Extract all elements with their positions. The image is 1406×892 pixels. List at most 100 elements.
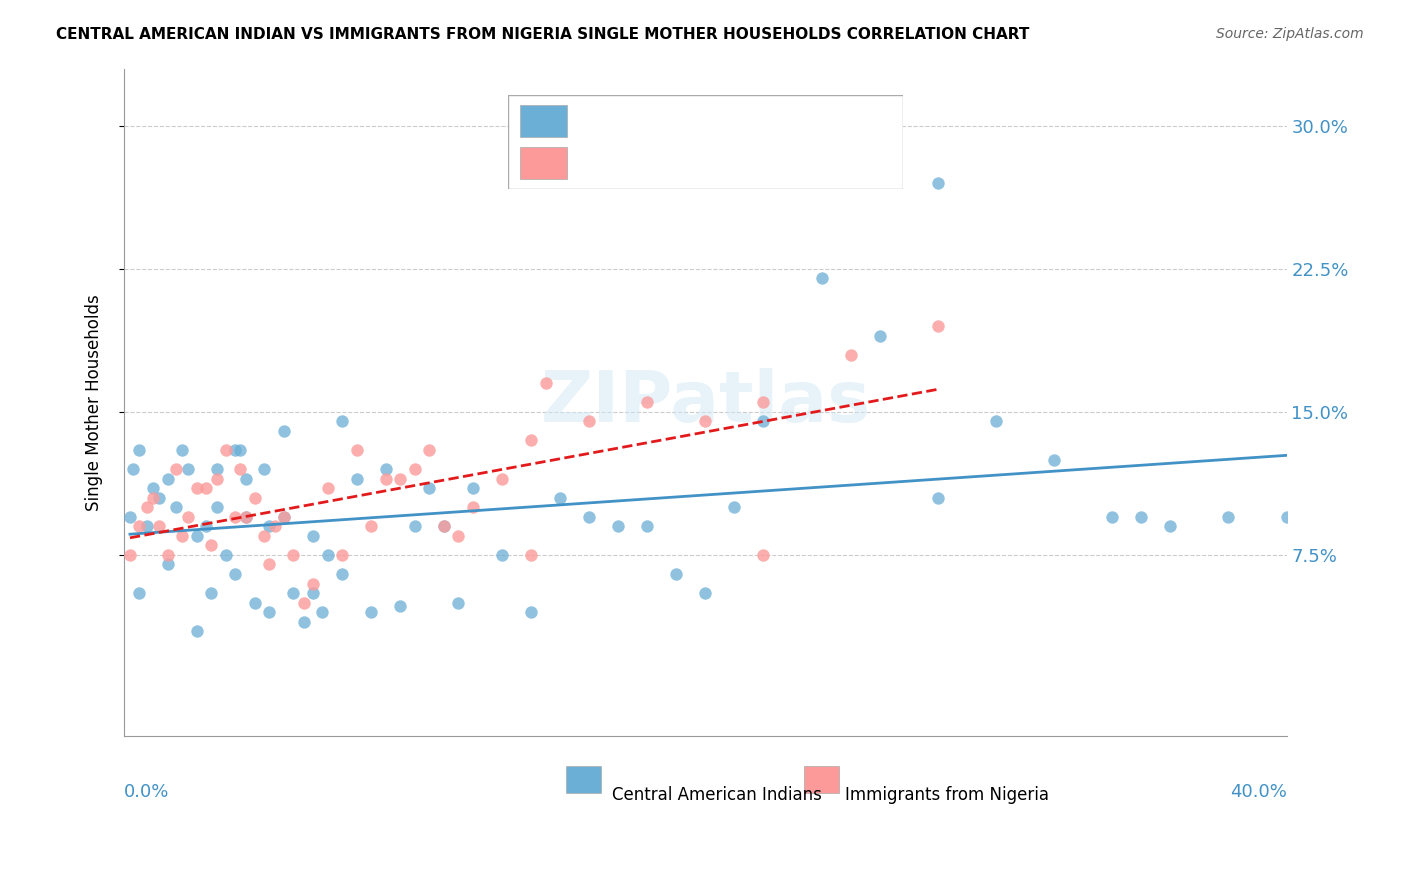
Point bbox=[316, 548, 339, 562]
Y-axis label: Single Mother Households: Single Mother Households bbox=[86, 294, 103, 511]
Point bbox=[229, 462, 252, 476]
Point bbox=[346, 442, 368, 457]
Point bbox=[253, 462, 276, 476]
Point bbox=[389, 599, 412, 614]
Point bbox=[578, 509, 600, 524]
Point bbox=[142, 491, 165, 505]
Point bbox=[578, 414, 600, 428]
Point bbox=[235, 509, 257, 524]
Point bbox=[156, 558, 179, 572]
FancyBboxPatch shape bbox=[804, 766, 839, 793]
Point bbox=[311, 605, 333, 619]
Text: Central American Indians: Central American Indians bbox=[613, 786, 823, 805]
Point bbox=[121, 462, 143, 476]
Text: Immigrants from Nigeria: Immigrants from Nigeria bbox=[845, 786, 1049, 805]
Point bbox=[984, 414, 1007, 428]
Point bbox=[224, 509, 246, 524]
Point bbox=[128, 442, 150, 457]
Point bbox=[665, 566, 688, 581]
Point bbox=[142, 481, 165, 495]
Point bbox=[229, 442, 252, 457]
Point bbox=[172, 529, 194, 543]
Point bbox=[389, 472, 412, 486]
Point bbox=[186, 529, 208, 543]
Text: ZIPatlas: ZIPatlas bbox=[540, 368, 870, 437]
Point bbox=[292, 596, 315, 610]
Point bbox=[330, 548, 353, 562]
Point bbox=[374, 462, 396, 476]
Point bbox=[186, 624, 208, 639]
Point bbox=[520, 605, 543, 619]
Point bbox=[224, 442, 246, 457]
Point bbox=[869, 328, 891, 343]
Point bbox=[156, 548, 179, 562]
Point bbox=[374, 472, 396, 486]
Point bbox=[281, 548, 304, 562]
Point bbox=[172, 442, 194, 457]
Point bbox=[136, 500, 159, 515]
Point bbox=[695, 586, 717, 600]
Text: 0.0%: 0.0% bbox=[124, 783, 170, 801]
Point bbox=[243, 491, 266, 505]
Point bbox=[927, 318, 949, 333]
Point bbox=[302, 576, 325, 591]
Point bbox=[156, 472, 179, 486]
Point bbox=[259, 519, 281, 533]
Point bbox=[205, 472, 228, 486]
Point bbox=[1218, 509, 1240, 524]
Point bbox=[810, 271, 832, 285]
Point bbox=[548, 491, 571, 505]
Point bbox=[1101, 509, 1123, 524]
Point bbox=[200, 538, 222, 552]
Point bbox=[235, 509, 257, 524]
Point bbox=[194, 481, 217, 495]
Point bbox=[636, 519, 658, 533]
Point bbox=[927, 491, 949, 505]
Point bbox=[292, 615, 315, 629]
Text: 40.0%: 40.0% bbox=[1230, 783, 1286, 801]
Point bbox=[118, 548, 141, 562]
Point bbox=[273, 424, 295, 438]
FancyBboxPatch shape bbox=[565, 766, 600, 793]
Point bbox=[927, 176, 949, 190]
Point bbox=[839, 348, 862, 362]
Point bbox=[235, 472, 257, 486]
Point bbox=[330, 566, 353, 581]
Point bbox=[418, 442, 440, 457]
Point bbox=[346, 472, 368, 486]
Point bbox=[433, 519, 456, 533]
Point bbox=[128, 519, 150, 533]
Text: Source: ZipAtlas.com: Source: ZipAtlas.com bbox=[1216, 27, 1364, 41]
Point bbox=[491, 472, 513, 486]
Point bbox=[695, 414, 717, 428]
Point bbox=[723, 500, 745, 515]
Point bbox=[302, 586, 325, 600]
Point bbox=[1043, 452, 1066, 467]
Point bbox=[259, 558, 281, 572]
Point bbox=[404, 462, 426, 476]
Point bbox=[177, 509, 200, 524]
Point bbox=[447, 596, 470, 610]
Point bbox=[136, 519, 159, 533]
Point bbox=[433, 519, 456, 533]
Point bbox=[491, 548, 513, 562]
Point bbox=[273, 509, 295, 524]
Point bbox=[302, 529, 325, 543]
Point bbox=[186, 481, 208, 495]
Point bbox=[177, 462, 200, 476]
Point bbox=[1159, 519, 1181, 533]
Point bbox=[360, 519, 382, 533]
Point bbox=[520, 548, 543, 562]
Point bbox=[215, 548, 238, 562]
Point bbox=[752, 395, 775, 409]
Point bbox=[1130, 509, 1153, 524]
Point bbox=[447, 529, 470, 543]
Point bbox=[461, 500, 484, 515]
Point bbox=[461, 481, 484, 495]
Point bbox=[281, 586, 304, 600]
Point bbox=[534, 376, 557, 391]
Point bbox=[128, 586, 150, 600]
Point bbox=[316, 481, 339, 495]
Point bbox=[253, 529, 276, 543]
Point bbox=[194, 519, 217, 533]
